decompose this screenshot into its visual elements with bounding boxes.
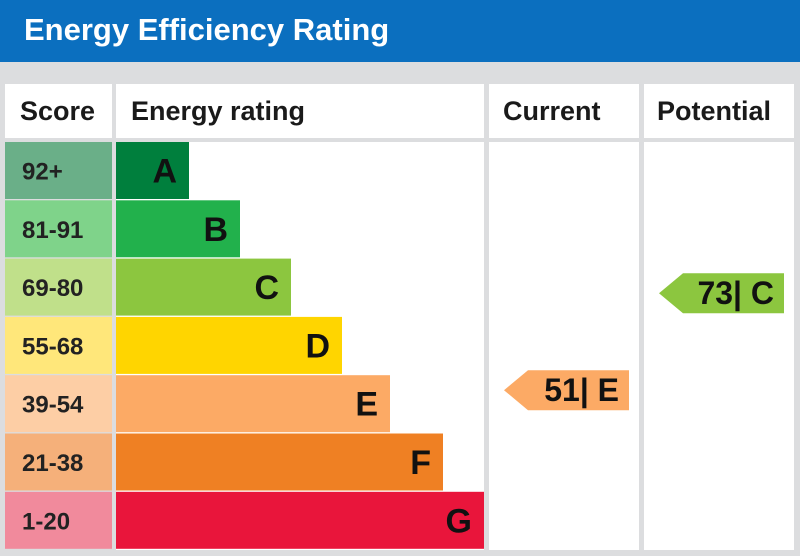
rating-letter-f: F bbox=[410, 444, 431, 482]
rating-bar-b bbox=[116, 200, 240, 258]
chart-title: Energy Efficiency Rating bbox=[24, 12, 390, 47]
rating-letter-d: D bbox=[305, 327, 330, 365]
rating-letter-g: G bbox=[446, 502, 472, 540]
current-header-cell bbox=[489, 84, 639, 138]
score-cell-c bbox=[5, 258, 112, 316]
score-cell-a bbox=[5, 142, 112, 199]
score-range-f: 21-38 bbox=[22, 450, 83, 477]
score-range-a: 92+ bbox=[22, 159, 63, 186]
score-range-g: 1-20 bbox=[22, 508, 70, 535]
potential-rating-arrow bbox=[659, 273, 784, 314]
score-range-c: 69-80 bbox=[22, 275, 83, 302]
score-cell-b bbox=[5, 200, 112, 258]
rating-letter-c: C bbox=[254, 269, 279, 307]
score-range-e: 39-54 bbox=[22, 392, 84, 419]
title-bar: Energy Efficiency Rating bbox=[0, 0, 800, 62]
rating-bar-c bbox=[116, 258, 291, 316]
score-cell-g bbox=[5, 491, 112, 549]
rating-bar-d bbox=[116, 316, 342, 374]
potential-column bbox=[644, 142, 794, 550]
score-cell-d bbox=[5, 316, 112, 374]
current-rating-arrow bbox=[504, 370, 629, 411]
score-header: Score bbox=[20, 96, 95, 126]
current-column bbox=[489, 142, 639, 550]
potential-header-cell bbox=[644, 84, 794, 138]
rating-bar-f bbox=[116, 433, 443, 491]
score-cell-e bbox=[5, 375, 112, 433]
energy-rating-header-cell bbox=[116, 84, 484, 138]
rating-letter-e: E bbox=[355, 386, 378, 424]
score-cell-f bbox=[5, 433, 112, 491]
score-range-b: 81-91 bbox=[22, 217, 83, 244]
rating-bar-a bbox=[116, 142, 189, 199]
potential-rating-label: 73| C bbox=[697, 275, 774, 311]
rating-bar-e bbox=[116, 375, 390, 433]
rating-markers: 51| E 73| C bbox=[504, 273, 784, 411]
current-header: Current bbox=[503, 96, 601, 126]
rating-bar-g bbox=[116, 491, 484, 549]
rating-letter-a: A bbox=[152, 153, 177, 191]
rating-bands: 92+ A 81-91 B 69-80 C 55-68 D 39-54 E 21-38 F 1-20 G bbox=[5, 142, 484, 549]
current-rating-label: 51| E bbox=[544, 372, 619, 408]
energy-rating-header: Energy rating bbox=[131, 96, 305, 126]
score-header-cell bbox=[5, 84, 112, 138]
score-range-d: 55-68 bbox=[22, 333, 83, 360]
rating-letter-b: B bbox=[203, 211, 228, 249]
potential-header: Potential bbox=[657, 96, 771, 126]
